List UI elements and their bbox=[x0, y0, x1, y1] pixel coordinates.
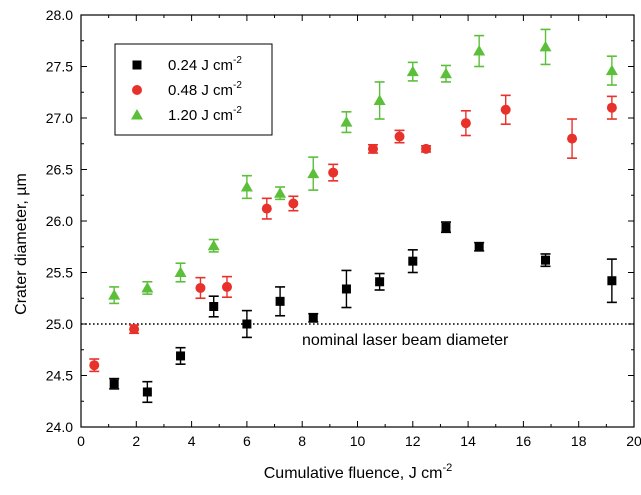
legend-label-sup: -2 bbox=[233, 105, 242, 116]
data-point bbox=[288, 198, 299, 209]
y-tick-label: 27.0 bbox=[46, 110, 73, 126]
data-point bbox=[308, 313, 318, 323]
data-point bbox=[195, 282, 206, 293]
series-1 bbox=[109, 221, 617, 404]
legend-marker bbox=[132, 60, 142, 70]
y-tick-label: 26.5 bbox=[46, 162, 73, 178]
legend-label: 0.24 J cm-2 bbox=[168, 55, 242, 74]
legend-label-main: 0.24 J cm bbox=[168, 57, 233, 74]
reference-line-label: nominal laser beam diameter bbox=[302, 332, 509, 349]
x-tick-label: 14 bbox=[460, 433, 476, 449]
data-point bbox=[108, 289, 121, 300]
data-point bbox=[606, 102, 617, 113]
x-tick-label: 0 bbox=[77, 433, 85, 449]
x-tick-label: 18 bbox=[571, 433, 587, 449]
data-point bbox=[274, 187, 287, 198]
data-point bbox=[261, 203, 272, 214]
x-axis-title-main: Cumulative fluence, J cm bbox=[264, 465, 443, 482]
data-point bbox=[373, 94, 386, 105]
data-point bbox=[174, 266, 187, 277]
x-tick-label: 6 bbox=[243, 433, 251, 449]
y-axis-title: Crater diameter, µm bbox=[13, 173, 30, 315]
x-tick-label: 8 bbox=[298, 433, 306, 449]
data-point bbox=[142, 387, 152, 397]
legend-label-sup: -2 bbox=[233, 55, 242, 66]
y-tick-label: 25.0 bbox=[46, 316, 73, 332]
legend-label: 0.48 J cm-2 bbox=[168, 80, 242, 99]
ticks-group: 0 2 4 6 8 10 12 14 16 18 20 24.0 24.5 25.0 25.5 26.0 26.… bbox=[46, 7, 641, 449]
x-tick-label: 20 bbox=[626, 433, 641, 449]
legend-marker bbox=[131, 109, 143, 120]
data-point bbox=[367, 143, 378, 154]
data-point bbox=[500, 104, 511, 115]
data-point bbox=[307, 167, 320, 179]
data-point bbox=[460, 118, 471, 129]
y-tick-label: 27.5 bbox=[46, 59, 73, 75]
legend-label-sup: -2 bbox=[233, 80, 242, 91]
data-point bbox=[242, 319, 252, 329]
y-tick-label: 24.0 bbox=[46, 419, 73, 435]
legend-label-main: 0.48 J cm bbox=[168, 82, 233, 99]
y-tick-label: 26.0 bbox=[46, 213, 73, 229]
series-3 bbox=[108, 28, 618, 305]
y-tick-label: 25.5 bbox=[46, 265, 73, 281]
x-axis-title-sup: -2 bbox=[442, 462, 452, 474]
data-point bbox=[406, 65, 419, 77]
data-point bbox=[221, 281, 232, 292]
data-point bbox=[341, 284, 351, 294]
data-point bbox=[176, 351, 186, 361]
x-tick-label: 16 bbox=[516, 433, 532, 449]
legend-marker bbox=[132, 85, 142, 95]
data-point bbox=[474, 242, 484, 252]
data-point bbox=[421, 143, 432, 154]
data-point bbox=[129, 324, 140, 335]
data-point bbox=[539, 40, 552, 52]
data-point bbox=[605, 64, 618, 76]
legend-label: 1.20 J cm-2 bbox=[168, 105, 242, 124]
series-group bbox=[89, 28, 618, 404]
y-tick-label: 28.0 bbox=[46, 7, 73, 23]
data-point bbox=[340, 116, 353, 127]
data-point bbox=[408, 256, 418, 266]
data-point bbox=[607, 276, 617, 286]
x-axis-title: Cumulative fluence, J cm-2 bbox=[264, 462, 453, 482]
data-point bbox=[375, 277, 385, 287]
y-tick-label: 24.5 bbox=[46, 368, 73, 384]
data-point bbox=[209, 301, 219, 311]
data-point bbox=[240, 181, 253, 192]
x-tick-label: 4 bbox=[188, 433, 196, 449]
data-point bbox=[207, 239, 220, 251]
data-point bbox=[141, 281, 154, 293]
data-point bbox=[328, 167, 339, 178]
data-point bbox=[439, 67, 452, 79]
data-point bbox=[441, 222, 451, 232]
series-2 bbox=[89, 94, 617, 373]
x-tick-label: 12 bbox=[405, 433, 421, 449]
data-point bbox=[473, 45, 486, 56]
data-point bbox=[394, 131, 405, 142]
x-tick-label: 2 bbox=[132, 433, 140, 449]
data-point bbox=[89, 360, 100, 371]
data-point bbox=[109, 379, 119, 389]
legend-group: 0.24 J cm-20.48 J cm-21.20 J cm-2 bbox=[114, 43, 273, 136]
legend-label-main: 1.20 J cm bbox=[168, 107, 233, 124]
data-point bbox=[275, 296, 285, 306]
data-point bbox=[541, 255, 551, 265]
x-tick-label: 10 bbox=[350, 433, 366, 449]
data-point bbox=[567, 133, 578, 144]
